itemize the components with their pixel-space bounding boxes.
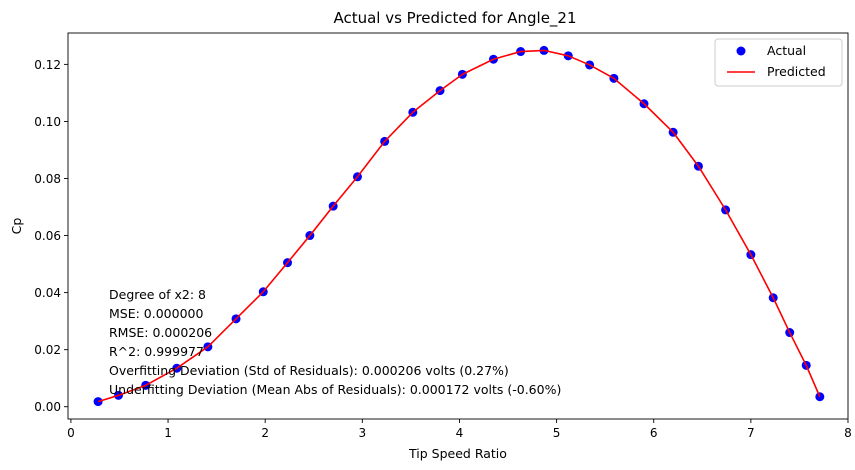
y-tick-label: 0.10 [34, 115, 61, 129]
plot-marks [93, 45, 825, 407]
x-tick-label: 5 [553, 426, 561, 440]
y-tick-label: 0.08 [34, 172, 61, 186]
legend-box [714, 38, 843, 87]
chart-title: Actual vs Predicted for Angle_21 [333, 9, 576, 28]
x-tick-label: 1 [164, 426, 172, 440]
stats-annotation: R^2: 0.999977 [109, 344, 204, 359]
x-tick-label: 7 [747, 426, 755, 440]
stats-annotations: Degree of x2: 8 MSE: 0.000000 RMSE: 0.0002… [109, 287, 561, 397]
y-tick-label: 0.06 [34, 229, 61, 243]
x-axis-label: Tip Speed Ratio [408, 446, 507, 461]
y-tick-label: 0.04 [34, 286, 61, 300]
stats-annotation: RMSE: 0.000206 [109, 325, 212, 340]
x-tick-label: 4 [456, 426, 464, 440]
legend-actual-label: Actual [767, 43, 806, 58]
axis-ticks: 0 1 2 3 4 5 6 7 8 0.00 0.02 0.04 0.06 0.08 0.10 0.12 [34, 58, 852, 440]
stats-annotation: Degree of x2: 8 [109, 287, 206, 302]
plot-frame [67, 32, 849, 420]
y-tick-label: 0.02 [34, 343, 61, 357]
stats-annotation: MSE: 0.000000 [109, 306, 203, 321]
predicted-line [97, 49, 821, 403]
legend-actual-marker [736, 46, 746, 56]
y-tick-label: 0.00 [34, 400, 61, 414]
y-tick-label: 0.12 [34, 58, 61, 72]
legend: Actual Predicted [714, 38, 843, 87]
stats-annotation: Overfitting Deviation (Std of Residuals)… [109, 363, 509, 378]
y-axis-label: Cp [9, 218, 24, 235]
x-tick-label: 2 [261, 426, 269, 440]
x-tick-label: 8 [844, 426, 852, 440]
x-tick-label: 3 [359, 426, 367, 440]
legend-predicted-label: Predicted [767, 64, 826, 79]
x-tick-label: 6 [650, 426, 658, 440]
stats-annotation: Underfitting Deviation (Mean Abs of Resi… [109, 382, 561, 397]
x-tick-label: 0 [67, 426, 75, 440]
